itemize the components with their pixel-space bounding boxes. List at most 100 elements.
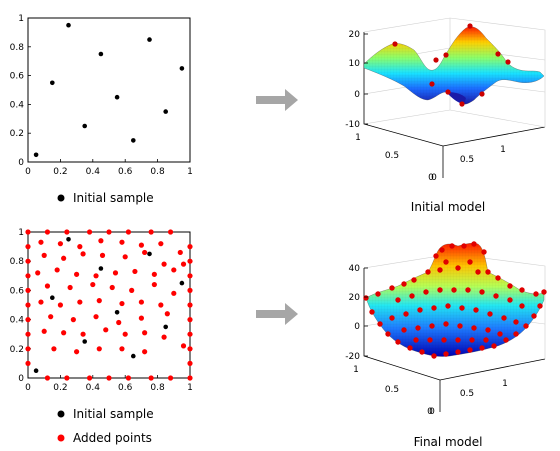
added-point: [142, 330, 148, 336]
added-point: [180, 261, 187, 267]
added-point: [77, 299, 83, 305]
y-tick-label: 0.2: [10, 129, 24, 139]
surface-added-point: [485, 327, 491, 333]
initial-sample-point: [147, 251, 152, 257]
bottom-added-points: [25, 229, 193, 381]
surface-added-point: [441, 337, 447, 343]
final-model-z-ticks: -20 0 20 40: [345, 264, 368, 362]
initial-model-z-ticks: -10 0 10 20: [345, 30, 368, 130]
added-point: [25, 302, 31, 308]
surface-added-point: [415, 325, 421, 331]
added-point: [132, 268, 138, 275]
surface-added-point: [369, 309, 375, 315]
surface-added-point: [513, 319, 519, 325]
x-tick-label: 0: [431, 173, 437, 183]
x-tick-label: 0.2: [53, 167, 67, 177]
y-tick-label: 0: [18, 158, 24, 168]
surface-added-point: [537, 303, 543, 309]
z-tick-label: 20: [349, 293, 361, 303]
added-point: [61, 255, 67, 261]
added-point: [112, 270, 119, 276]
added-point: [119, 300, 125, 307]
initial-model-axes-box: [363, 32, 546, 178]
x-tick-label: 0.8: [150, 383, 165, 393]
added-point: [25, 229, 31, 235]
surface-added-point: [459, 305, 465, 311]
added-point: [187, 273, 193, 279]
added-point: [38, 299, 44, 305]
z-tick-label: -20: [345, 352, 360, 362]
x-tick-label: 1: [502, 379, 508, 389]
added-point: [80, 251, 86, 257]
surface-added-point: [519, 287, 525, 293]
surface-added-point: [419, 349, 425, 355]
y-tick-label: 0.5: [385, 151, 399, 161]
surface-added-point: [403, 311, 409, 317]
added-point: [151, 281, 157, 288]
x-tick-label: 0.5: [460, 155, 474, 165]
z-tick-label: 0: [354, 90, 360, 100]
surface-added-point: [401, 327, 407, 333]
z-tick-label: -10: [345, 120, 360, 130]
surface-added-point: [443, 351, 449, 357]
surface-added-point: [401, 281, 407, 287]
surface-added-point: [407, 345, 413, 351]
initial-sample-point: [163, 324, 168, 330]
y-tick-label: 0.5: [385, 385, 399, 395]
x-tick-label: 1: [187, 167, 193, 177]
surface-added-point: [475, 269, 481, 275]
added-point: [57, 302, 64, 308]
surface-sample-point: [495, 51, 501, 57]
added-point: [67, 284, 73, 291]
x-tick-label: 0.6: [118, 383, 133, 393]
surface-added-point: [513, 331, 519, 337]
added-point: [90, 281, 96, 288]
arrow-top: [256, 89, 298, 111]
added-point: [25, 360, 31, 366]
initial-model-sample-points: [392, 23, 511, 107]
surface-added-point: [501, 315, 507, 321]
added-point: [25, 346, 31, 352]
added-point: [119, 239, 125, 245]
surface-added-point: [423, 289, 429, 295]
surface-added-point: [377, 321, 383, 327]
initial-model-caption: Initial model: [411, 200, 485, 214]
added-point: [116, 319, 122, 326]
added-point: [161, 261, 167, 267]
top-legend-marker-initial: [57, 194, 65, 202]
added-point: [93, 314, 99, 320]
y-tick-label: 1: [18, 14, 24, 24]
added-point: [25, 317, 31, 323]
added-point: [93, 273, 99, 279]
surface-sample-point: [467, 23, 473, 29]
surface-added-point: [409, 293, 415, 299]
added-point: [158, 302, 164, 308]
surface-added-point: [425, 269, 431, 275]
y-tick-label: 0: [427, 407, 433, 417]
x-tick-label: 1: [500, 145, 506, 155]
surface-added-point: [469, 337, 475, 343]
surface-added-point: [389, 285, 395, 291]
added-point: [187, 317, 193, 323]
added-point: [122, 254, 128, 260]
initial-sample-point: [131, 138, 136, 143]
added-point: [187, 258, 193, 264]
added-point: [106, 375, 112, 381]
surface-added-point: [533, 291, 539, 297]
z-tick-label: 40: [349, 264, 361, 274]
surface-added-point: [457, 323, 463, 329]
added-point: [187, 244, 193, 250]
added-point: [148, 375, 154, 381]
surface-added-point: [395, 339, 401, 345]
z-tick-label: 10: [349, 59, 361, 69]
bottom-legend-label-added: Added points: [73, 431, 152, 445]
top-points: [33, 22, 185, 158]
added-point: [161, 334, 167, 340]
initial-sample-point: [147, 37, 152, 42]
initial-sample-point: [33, 368, 39, 374]
bottom-scatter-plot: 0 0.2 0.4 0.6 0.8 1 0 0.2 0.4 0.6 0.8 1: [10, 228, 193, 393]
surface-sample-point: [429, 81, 435, 87]
surface-added-point: [443, 259, 449, 265]
surface-added-point: [503, 337, 509, 343]
final-model-y-ticks: 00.51: [353, 365, 433, 417]
